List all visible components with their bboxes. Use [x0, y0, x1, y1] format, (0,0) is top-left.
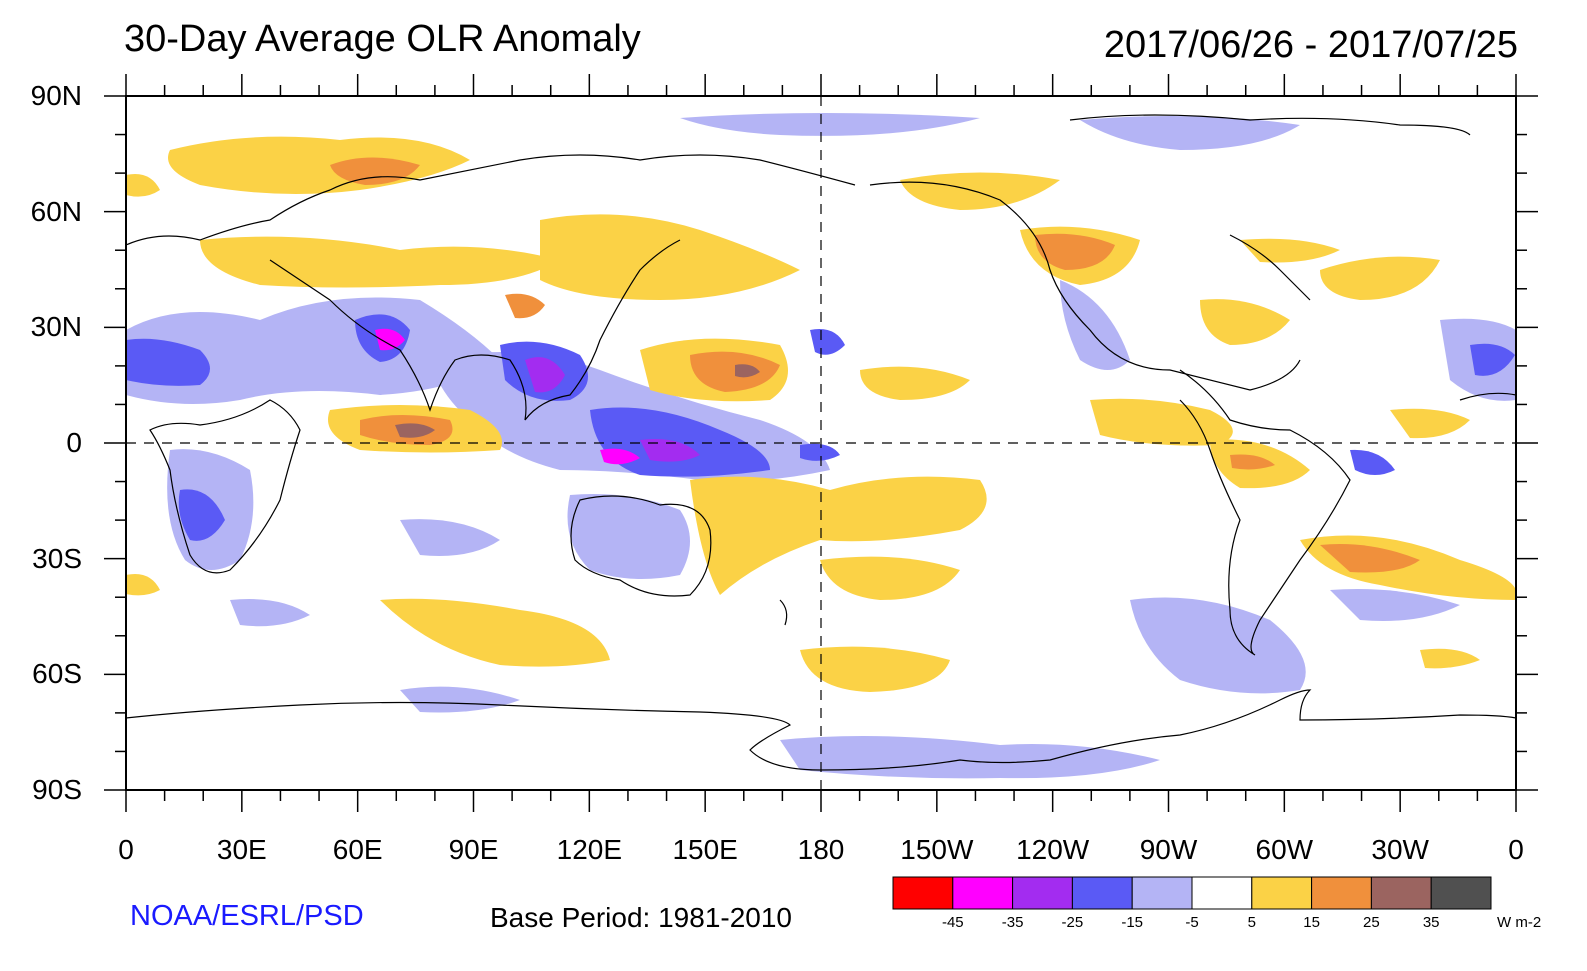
- lat-label: 30S: [32, 542, 82, 574]
- colorbar-label: 25: [1363, 914, 1380, 931]
- colorbar-label: 35: [1422, 914, 1440, 931]
- date-range: 2017/06/26 - 2017/07/25: [1103, 24, 1518, 66]
- colorbar-swatch: [892, 876, 954, 910]
- lat-label: 0: [66, 427, 82, 458]
- lon-label: 90W: [1139, 834, 1198, 865]
- colorbar-label: -5: [1185, 914, 1199, 931]
- colorbar-swatch: [1191, 876, 1253, 910]
- colorbar-swatch: [1370, 876, 1432, 910]
- lon-label: 90E: [448, 834, 499, 865]
- colorbar-swatch: [1071, 876, 1133, 910]
- colorbar-label: 5: [1247, 914, 1256, 931]
- lat-label: 90N: [30, 80, 82, 111]
- colorbar: [892, 876, 1492, 910]
- base-period: Base Period: 1981-2010: [490, 902, 792, 933]
- anomaly-fields: [126, 113, 1516, 779]
- lon-label: 60W: [1255, 834, 1314, 865]
- colorbar-label: -35: [1001, 914, 1024, 931]
- lon-label: 60E: [332, 834, 383, 865]
- colorbar-label: -25: [1061, 914, 1084, 931]
- colorbar-swatch: [1311, 876, 1372, 910]
- lon-label: 120E: [556, 834, 623, 865]
- lat-label: 60S: [32, 658, 82, 690]
- lat-label: 90S: [32, 774, 82, 805]
- lon-label: 180: [797, 834, 845, 865]
- lat-label: 60N: [30, 195, 82, 227]
- lon-label: 150E: [672, 834, 738, 865]
- map-title: 30-Day Average OLR Anomaly: [124, 18, 641, 60]
- lon-label: 0: [118, 834, 134, 865]
- colorbar-units: W m-2: [1497, 914, 1542, 931]
- lon-label: 0: [1508, 834, 1524, 865]
- colorbar-swatch: [1430, 876, 1492, 910]
- colorbar-label: 15: [1303, 914, 1320, 931]
- lon-label: 150W: [900, 834, 974, 865]
- source-credit: NOAA/ESRL/PSD: [130, 900, 364, 932]
- lon-label: 30E: [216, 834, 267, 865]
- colorbar-swatch: [1131, 876, 1193, 910]
- lat-label: 30N: [30, 311, 82, 343]
- axis-ticks: [104, 74, 1538, 812]
- lon-label: 30W: [1371, 834, 1429, 865]
- coastlines: [125, 114, 1517, 771]
- colorbar-swatch: [1012, 876, 1073, 910]
- colorbar-label: -45: [941, 914, 964, 931]
- colorbar-swatch: [1251, 876, 1313, 910]
- lon-label: 120W: [1016, 834, 1090, 865]
- colorbar-label: -15: [1121, 914, 1144, 931]
- colorbar-swatch: [952, 876, 1014, 910]
